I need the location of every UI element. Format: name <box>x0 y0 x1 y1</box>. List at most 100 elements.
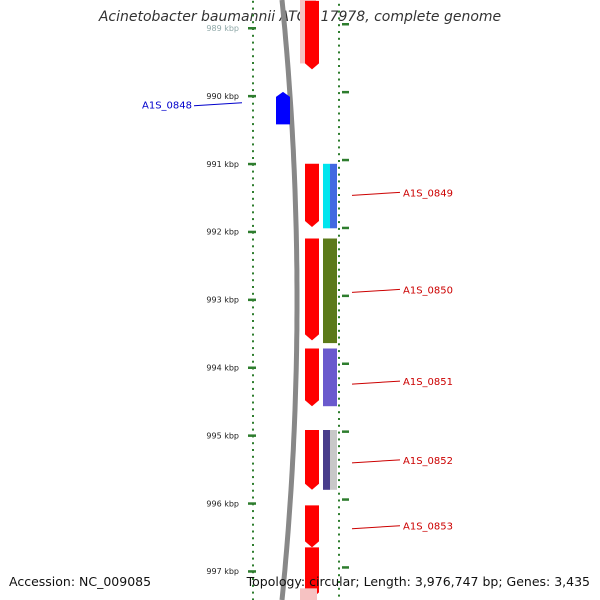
domain-band <box>323 430 330 490</box>
minor-tick-right <box>338 112 340 115</box>
minor-tick-left <box>252 394 254 397</box>
genome-backbone <box>279 0 300 600</box>
minor-tick-left <box>252 340 254 343</box>
major-tick-right <box>342 158 349 162</box>
minor-tick-left <box>252 387 254 390</box>
minor-tick-left <box>252 265 254 268</box>
minor-tick-right <box>338 31 340 33</box>
minor-tick-right <box>338 146 340 149</box>
minor-tick-right <box>338 492 340 495</box>
minor-tick-right <box>338 24 340 27</box>
minor-tick-right <box>338 533 340 536</box>
minor-tick-left <box>252 510 254 513</box>
minor-tick-right <box>338 519 340 522</box>
minor-tick-left <box>252 170 254 173</box>
minor-tick-right <box>338 397 340 400</box>
label-leader-line <box>351 288 401 293</box>
minor-tick-right <box>338 10 340 13</box>
minor-tick-right <box>338 173 340 176</box>
minor-tick-left <box>252 360 254 363</box>
minor-tick-right <box>338 445 340 448</box>
minor-tick-left <box>252 62 254 64</box>
major-tick-right <box>342 90 349 94</box>
minor-tick-right <box>338 187 340 190</box>
minor-tick-right <box>338 390 340 393</box>
minor-tick-left <box>252 89 254 92</box>
tick-label: 993 kbp <box>206 296 239 305</box>
major-tick <box>248 502 256 505</box>
minor-tick-left <box>252 381 254 384</box>
reverse-gene-arrow <box>276 91 290 125</box>
label-leader-line <box>351 191 401 196</box>
minor-tick-left <box>252 75 254 78</box>
major-tick-right <box>342 498 349 501</box>
minor-tick-left <box>252 333 254 336</box>
minor-tick-left <box>252 557 254 560</box>
minor-tick-right <box>338 234 340 237</box>
gene-label: A1S_0853 <box>403 522 453 533</box>
minor-tick-right <box>338 418 340 420</box>
minor-tick-left <box>252 129 254 132</box>
minor-tick-left <box>252 313 254 316</box>
minor-tick-left <box>252 218 254 221</box>
gene-label: A1S_0852 <box>403 456 453 467</box>
minor-tick-right <box>338 78 340 81</box>
minor-tick-left <box>252 489 254 492</box>
topology-text: Topology: circular; Length: 3,976,747 bp… <box>246 574 590 589</box>
accession-text: Accession: NC_009085 <box>9 574 152 589</box>
minor-tick-left <box>252 102 254 105</box>
minor-tick-right <box>338 37 340 40</box>
minor-tick-right <box>338 458 340 461</box>
domain-band <box>323 238 337 344</box>
minor-tick-right <box>338 132 340 135</box>
minor-tick-right <box>338 370 340 373</box>
minor-tick-left <box>252 320 254 322</box>
minor-tick-right <box>338 553 340 556</box>
major-tick <box>248 298 256 302</box>
minor-tick-left <box>252 374 254 377</box>
minor-tick-right <box>338 207 340 210</box>
map-title: Acinetobacter baumannii ATCC 17978, comp… <box>98 9 502 25</box>
forward-cds-arrow <box>305 238 319 341</box>
minor-tick-left <box>252 578 254 580</box>
major-tick-right <box>342 430 349 433</box>
minor-tick-left <box>252 204 254 207</box>
minor-tick-left <box>252 191 254 193</box>
feature-track <box>276 0 337 600</box>
minor-tick-left <box>252 449 254 451</box>
minor-tick-left <box>252 272 254 275</box>
minor-tick-left <box>252 82 254 85</box>
minor-tick-right <box>338 105 340 108</box>
minor-tick-right <box>338 98 340 101</box>
minor-tick-right <box>338 194 340 196</box>
minor-tick-right <box>338 65 340 67</box>
minor-tick-right <box>338 261 340 264</box>
tick-label: 994 kbp <box>206 364 239 373</box>
minor-tick-right <box>338 309 340 312</box>
minor-tick-left <box>252 197 254 200</box>
minor-tick-right <box>338 411 340 414</box>
forward-cds-shape <box>305 505 319 548</box>
gene-labels: A1S_0848 A1S_0849 A1S_0850 A1S_0851 A1S_0852… <box>142 101 453 533</box>
minor-tick-right <box>338 384 340 387</box>
minor-tick-right <box>338 574 340 577</box>
minor-tick-left <box>252 258 254 261</box>
tick-label: 990 kbp <box>206 92 239 101</box>
major-tick-right <box>342 23 349 26</box>
domain-band <box>330 430 337 490</box>
minor-tick-right <box>338 356 340 359</box>
tick-label: 992 kbp <box>206 228 239 237</box>
gene-label: A1S_0848 <box>142 101 192 112</box>
minor-tick-left <box>252 136 254 139</box>
minor-tick-left <box>252 476 254 479</box>
minor-tick-right <box>338 485 340 488</box>
minor-tick-right <box>338 424 340 427</box>
minor-tick-right <box>338 85 340 88</box>
minor-tick-right <box>338 540 340 543</box>
minor-tick-right <box>338 44 340 47</box>
major-tick <box>248 366 256 369</box>
forward-cds-arrow <box>305 429 319 490</box>
minor-tick-left <box>252 211 254 214</box>
minor-tick-right <box>338 513 340 516</box>
minor-tick-left <box>252 7 254 10</box>
